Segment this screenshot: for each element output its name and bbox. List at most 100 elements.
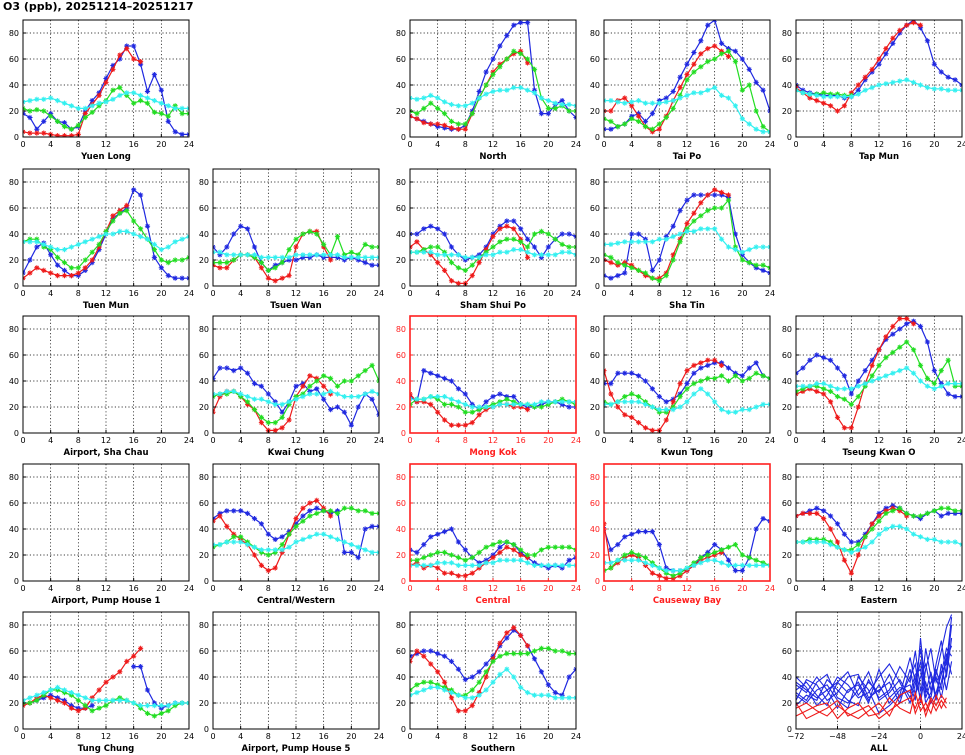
data-point-blue	[421, 648, 427, 654]
data-point-blue	[251, 381, 258, 387]
data-point-green	[300, 518, 306, 524]
x-tick-label: 24	[374, 732, 384, 741]
data-point-green	[883, 355, 889, 361]
data-point-green	[952, 508, 958, 514]
x-tick-label: 24	[184, 140, 194, 149]
data-point-green	[718, 205, 725, 211]
data-point-green	[89, 109, 95, 115]
data-point-green	[725, 544, 732, 550]
series-group	[213, 497, 379, 574]
data-point-cyan	[524, 560, 531, 566]
series-group	[796, 503, 962, 576]
data-point-red	[321, 383, 327, 389]
data-point-cyan	[656, 100, 662, 106]
data-point-cyan	[421, 249, 427, 255]
data-point-red	[800, 510, 806, 516]
data-point-blue	[518, 226, 524, 232]
data-point-green	[718, 373, 725, 379]
data-point-blue	[165, 118, 171, 124]
data-point-red	[698, 360, 704, 366]
data-point-cyan	[821, 539, 827, 545]
data-point-red	[462, 708, 468, 714]
data-point-cyan	[369, 254, 375, 260]
data-point-green	[172, 257, 178, 263]
data-point-cyan	[490, 88, 496, 95]
data-point-cyan	[559, 101, 565, 108]
chart-central: 0 4 8 12 16 20 24 0 20 40 60 80 Central	[396, 463, 581, 606]
data-point-blue	[848, 539, 854, 545]
data-point-red	[137, 59, 144, 65]
data-point-green	[635, 267, 642, 273]
data-point-blue	[314, 386, 320, 392]
data-point-blue	[217, 365, 223, 371]
data-point-green	[490, 72, 496, 78]
data-point-cyan	[272, 254, 278, 260]
data-point-red	[61, 700, 68, 706]
series-line-red	[604, 359, 722, 431]
data-point-cyan	[608, 98, 614, 104]
data-point-cyan	[841, 547, 848, 553]
chart-airport-pump-house-5: 0 4 8 12 16 20 24 0 20 40 60 80 Airport, Pump House …	[199, 611, 384, 754]
x-tick-label: 24	[184, 289, 194, 298]
x-tick-label: 0	[20, 140, 25, 149]
data-point-cyan	[862, 87, 868, 93]
series-group	[410, 625, 576, 714]
data-point-blue	[428, 534, 434, 540]
data-point-cyan	[642, 401, 649, 407]
data-point-cyan	[448, 396, 455, 402]
data-point-green	[369, 244, 375, 250]
data-point-blue	[712, 542, 718, 548]
data-point-cyan	[327, 534, 334, 540]
series-line-green	[604, 372, 770, 413]
data-point-blue	[414, 549, 420, 555]
data-point-cyan	[314, 531, 320, 537]
data-point-cyan	[760, 562, 766, 568]
x-tick-label: 8	[849, 436, 854, 445]
data-point-cyan	[476, 404, 482, 410]
data-point-green	[862, 534, 868, 540]
x-tick-label: 0	[793, 436, 798, 445]
data-point-green	[524, 56, 531, 62]
y-tick-label: 60	[590, 499, 600, 508]
data-point-blue	[279, 534, 285, 540]
data-point-red	[876, 513, 882, 519]
data-point-blue	[490, 394, 496, 400]
data-point-cyan	[362, 391, 368, 397]
data-point-green	[455, 555, 462, 561]
data-point-green	[725, 48, 732, 54]
chart-title: Airport, Sha Chau	[64, 448, 149, 458]
data-point-green	[68, 265, 75, 271]
data-point-cyan	[855, 91, 861, 97]
data-point-blue	[61, 120, 68, 126]
y-tick-label: 0	[14, 725, 19, 734]
data-point-red	[286, 273, 292, 279]
data-point-blue	[131, 43, 137, 49]
data-point-cyan	[524, 401, 531, 407]
chart-title: Tsuen Wan	[270, 301, 321, 311]
data-point-cyan	[952, 87, 958, 93]
data-point-blue	[725, 365, 732, 371]
x-tick-label: 0	[407, 584, 412, 593]
data-point-green	[538, 404, 545, 410]
data-point-cyan	[224, 539, 230, 545]
data-point-blue	[566, 674, 572, 680]
y-tick-label: 60	[9, 204, 19, 213]
x-tick-label: 24	[765, 584, 775, 593]
data-point-green	[224, 260, 230, 266]
data-point-red	[869, 362, 875, 368]
data-point-blue	[952, 77, 958, 83]
series-line-green	[410, 50, 576, 125]
y-tick-label: 80	[782, 325, 792, 334]
data-point-cyan	[821, 94, 827, 100]
data-point-green	[904, 339, 910, 345]
data-point-red	[124, 46, 130, 52]
data-point-red	[27, 130, 33, 136]
data-point-cyan	[34, 239, 40, 245]
data-point-red	[54, 697, 61, 703]
data-point-red	[265, 568, 271, 574]
data-point-red	[855, 82, 861, 88]
data-point-cyan	[910, 79, 917, 85]
x-tick-label: 24	[765, 436, 775, 445]
data-point-red	[855, 404, 861, 410]
data-point-blue	[511, 218, 517, 224]
